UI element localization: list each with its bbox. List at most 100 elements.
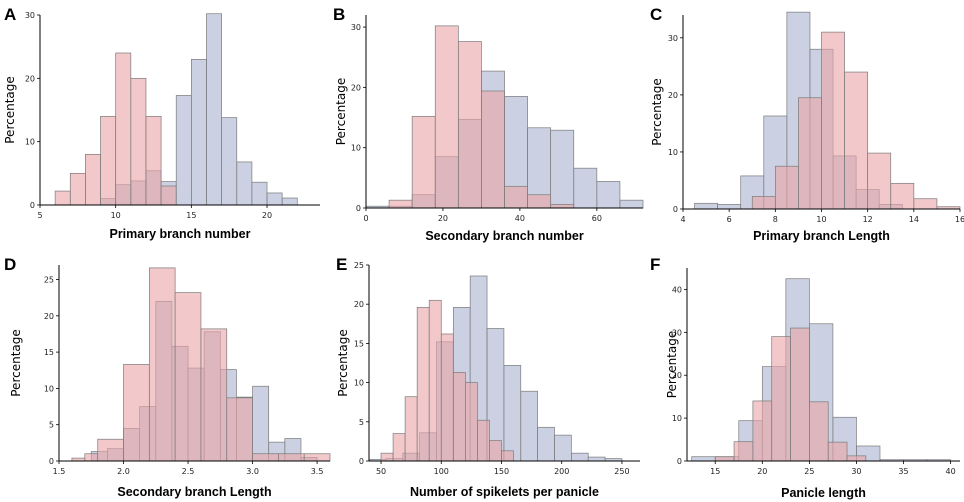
y-tick-label: 20: [25, 74, 35, 83]
bar-blue-a-10: [251, 181, 268, 206]
bar-blue-a-7: [206, 13, 222, 206]
bar-red-a-6: [145, 115, 162, 206]
y-tick-label: 20: [354, 300, 364, 309]
x-tick-label: 60: [592, 214, 602, 223]
x-tick-label: 30: [851, 467, 861, 476]
y-tick-label: 25: [354, 261, 364, 270]
bar-blue-b-11: [619, 199, 644, 209]
bar-red-d-8: [252, 453, 279, 462]
x-tick-label: 2.0: [117, 467, 130, 476]
bar-red-a-3: [100, 115, 117, 206]
y-tick-label: 40: [672, 285, 682, 294]
x-tick-label: 2.5: [182, 467, 195, 476]
x-tick-label: 16: [955, 215, 964, 224]
x-tick-label: 25: [804, 467, 814, 476]
x-tick-label: 4: [680, 215, 685, 224]
y-tick-label: 0: [356, 204, 361, 213]
x-tick-label: 40: [945, 467, 955, 476]
bar-red-e-7: [465, 382, 478, 462]
bar-red-d-9: [278, 453, 305, 462]
y-tick-label: 10: [354, 379, 364, 388]
bar-red-f-2: [752, 400, 773, 462]
x-tick-label: 40: [515, 214, 525, 223]
bar-blue-a-9: [236, 161, 253, 206]
bar-red-e-9: [489, 440, 502, 462]
y-tick-label: 0: [49, 457, 54, 466]
bar-red-e-5: [440, 333, 454, 462]
panel-c: 0 10 20 30 4 6 8 10 12 14 16 C Percentage Primary bra…: [650, 5, 964, 243]
y-tick-label: 20: [44, 312, 54, 321]
bar-red-f-1: [733, 441, 754, 462]
bar-red-d-1: [84, 453, 99, 462]
bar-red-a-7: [160, 185, 177, 206]
y-axis-label: Percentage: [650, 78, 664, 146]
bar-blue-a-8: [221, 117, 238, 206]
bar-red-b-0: [388, 199, 413, 209]
y-tick-label: 10: [25, 138, 35, 147]
bar-red-c-1: [774, 165, 799, 210]
panel-d: 0 5 10 15 20 25 1.5 2.0 2.5 3.0 3.5 D Percentage Seco…: [4, 255, 331, 499]
bar-red-f-3: [771, 336, 791, 462]
x-tick-label: 35: [898, 467, 908, 476]
x-axis-label: Panicle length: [781, 486, 866, 500]
bar-red-e-3: [416, 306, 430, 462]
bar-blue-d-10: [252, 385, 270, 462]
y-tick-label: 30: [668, 34, 678, 43]
x-tick-label: 10: [816, 215, 826, 224]
y-tick-label: 30: [25, 11, 35, 20]
bar-blue-a-12: [281, 197, 298, 206]
bar-red-d-5: [174, 292, 202, 462]
bar-red-f-6: [827, 441, 848, 462]
x-tick-label: 14: [909, 215, 919, 224]
x-axis-label: Primary branch number: [109, 227, 250, 241]
bar-red-d-6: [200, 328, 228, 462]
panel-letter: F: [650, 255, 660, 274]
x-tick-label: 0: [363, 214, 368, 223]
y-tick-label: 15: [354, 339, 364, 348]
bar-red-f-0: [714, 456, 735, 462]
bar-blue-e-13: [587, 456, 606, 462]
y-tick-label: 0: [677, 457, 682, 466]
bar-red-c-2: [798, 97, 822, 210]
y-tick-label: 20: [351, 83, 361, 92]
x-tick-label: 3.5: [311, 467, 324, 476]
y-tick-label: 10: [672, 414, 682, 423]
x-tick-label: 20: [262, 211, 272, 220]
bar-red-b-7: [550, 204, 575, 209]
bar-red-b-2: [434, 25, 459, 209]
y-axis-label: Percentage: [334, 78, 348, 146]
x-tick-label: 20: [757, 467, 767, 476]
y-tick-label: 20: [668, 91, 678, 100]
y-tick-label: 5: [49, 421, 54, 430]
y-tick-label: 10: [44, 384, 54, 393]
x-tick-label: 6: [727, 215, 732, 224]
x-tick-label: 200: [554, 467, 569, 476]
bar-blue-e-8: [503, 365, 522, 462]
y-tick-label: 0: [30, 201, 35, 210]
bar-red-c-3: [821, 31, 845, 210]
x-tick-label: 20: [438, 214, 448, 223]
bar-red-d-4: [148, 267, 176, 462]
bar-red-f-5: [809, 401, 829, 462]
bar-blue-b-9: [573, 167, 598, 209]
x-axis-label: Secondary branch Length: [117, 485, 271, 499]
bar-red-b-4: [481, 90, 505, 209]
bar-red-b-3: [457, 41, 482, 209]
bar-red-d-2: [97, 438, 124, 462]
y-tick-label: 10: [351, 144, 361, 153]
panel-letter: D: [4, 255, 16, 274]
y-tick-label: 30: [351, 23, 361, 32]
bar-red-a-1: [69, 172, 86, 206]
bar-blue-a-5: [175, 95, 192, 206]
x-tick-label: 15: [710, 467, 720, 476]
bar-red-e-0: [380, 452, 394, 462]
bar-red-b-6: [527, 194, 552, 209]
bar-blue-e-11: [554, 434, 572, 462]
y-axis-label: Percentage: [665, 331, 679, 399]
y-tick-label: 25: [44, 276, 54, 285]
bar-blue-e-10: [537, 426, 555, 462]
bar-red-a-4: [115, 52, 132, 206]
y-tick-label: 10: [668, 148, 678, 157]
bar-red-a-0: [54, 190, 71, 206]
